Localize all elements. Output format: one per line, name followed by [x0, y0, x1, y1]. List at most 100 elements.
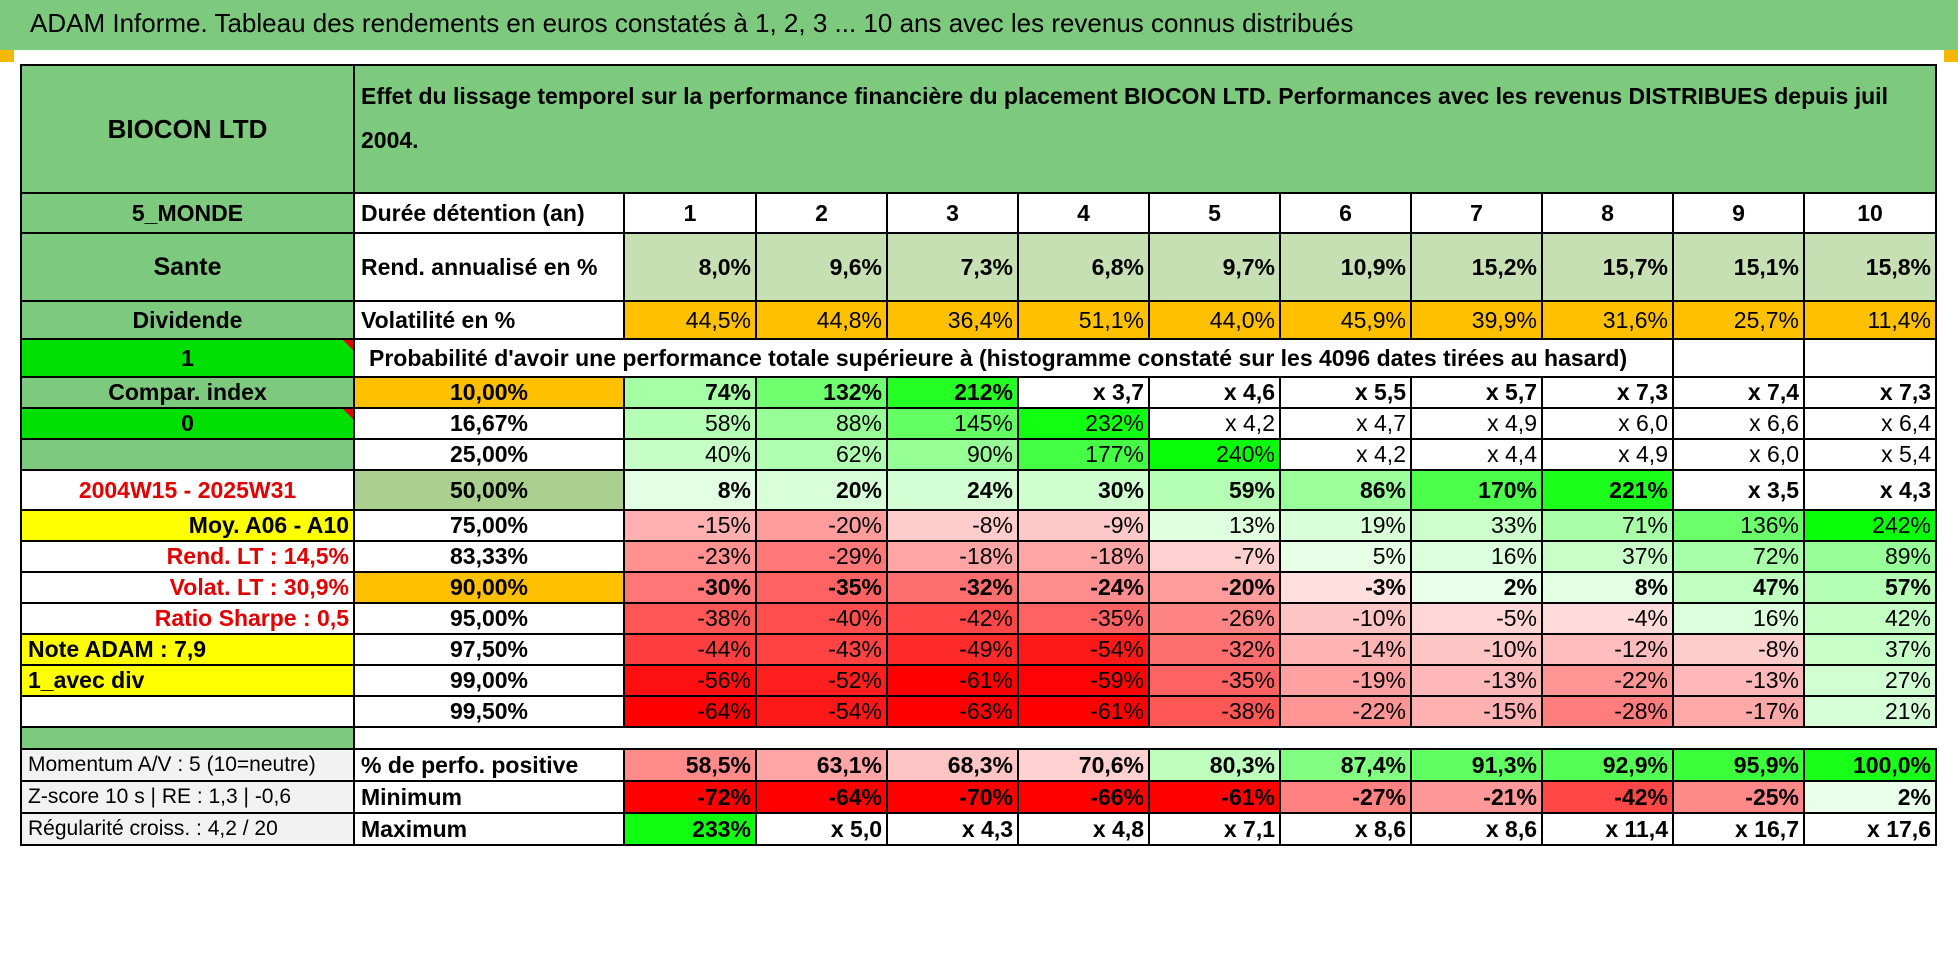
rend-row: Sante Rend. annualisé en % 8,0% 9,6% 7,3% 6,8…: [20, 232, 1937, 302]
quantile-value: -13%: [1672, 664, 1805, 697]
year-header: 4: [1017, 192, 1150, 234]
volatility-value: 45,9%: [1279, 300, 1412, 340]
quantile-row: 1_avec div 99,00% -56% -52% -61% -59% -35% -19%…: [20, 664, 1937, 697]
summary-value: x 17,6: [1803, 812, 1937, 846]
quantile-value: -59%: [1017, 664, 1150, 697]
summary-value: x 11,4: [1541, 812, 1674, 846]
report-title-bar: ADAM Informe. Tableau des rendements en …: [0, 0, 1958, 50]
quantile-value: -56%: [623, 664, 757, 697]
vol-row: Dividende Volatilité en % 44,5% 44,8% 36,4% 5…: [20, 300, 1937, 340]
quantile-value: x 3,7: [1017, 376, 1150, 409]
quantile-value: -43%: [755, 633, 888, 666]
quantile-level: 97,50%: [353, 633, 625, 666]
annual-return-value: 7,3%: [886, 232, 1019, 302]
quantile-value: 37%: [1803, 633, 1937, 666]
quantile-value: 20%: [755, 469, 888, 511]
quantile-value: 16%: [1672, 602, 1805, 635]
quantile-value: -52%: [755, 664, 888, 697]
summary-value: 100,0%: [1803, 748, 1937, 782]
year-header: 6: [1279, 192, 1412, 234]
probability-label: Probabilité d'avoir une performance tota…: [353, 338, 1674, 378]
quantile-value: -12%: [1541, 633, 1674, 666]
quantile-value: x 4,7: [1279, 407, 1412, 440]
annual-return-value: 8,0%: [623, 232, 757, 302]
quantile-level: 83,33%: [353, 540, 625, 573]
moy-label: Moy. A06 - A10: [20, 509, 355, 542]
quantile-value: x 4,2: [1279, 438, 1412, 471]
summary-value: -66%: [1017, 780, 1150, 814]
summary-value: x 16,7: [1672, 812, 1805, 846]
quantile-level: 25,00%: [353, 438, 625, 471]
quantile-value: -18%: [1017, 540, 1150, 573]
annual-return-value: 6,8%: [1017, 232, 1150, 302]
year-header: 7: [1410, 192, 1543, 234]
quantile-value: -38%: [623, 602, 757, 635]
quantile-row: Ratio Sharpe : 0,5 95,00% -38% -40% -42% -35%…: [20, 602, 1937, 635]
spacer-row: [20, 726, 1936, 750]
quantile-value: -30%: [623, 571, 757, 604]
year-header: 8: [1541, 192, 1674, 234]
quantile-value: 177%: [1017, 438, 1150, 471]
quantile-value: x 5,5: [1279, 376, 1412, 409]
quantile-value: -18%: [886, 540, 1019, 573]
quantile-value: 5%: [1279, 540, 1412, 573]
quantile-value: 71%: [1541, 509, 1674, 542]
quantile-value: -54%: [755, 695, 888, 728]
rend-lt-label: Rend. LT : 14,5%: [20, 540, 355, 573]
summary-value: 70,6%: [1017, 748, 1150, 782]
quantile-value: x 6,0: [1672, 438, 1805, 471]
annual-return-label: Rend. annualisé en %: [353, 232, 625, 302]
table-description: Effet du lissage temporel sur la perform…: [353, 64, 1937, 194]
years-row: 5_MONDE Durée détention (an) 1 2 3 4 5 6 7 8 9 10: [20, 192, 1937, 234]
summary-value: -64%: [755, 780, 888, 814]
summary-value: -25%: [1672, 780, 1805, 814]
quantile-value: 47%: [1672, 571, 1805, 604]
quantile-value: x 4,4: [1410, 438, 1543, 471]
volatility-value: 44,5%: [623, 300, 757, 340]
quantile-level: 75,00%: [353, 509, 625, 542]
volatility-value: 25,7%: [1672, 300, 1805, 340]
quantile-value: -8%: [886, 509, 1019, 542]
quantile-value: -28%: [1541, 695, 1674, 728]
year-header: 5: [1148, 192, 1281, 234]
quantile-row: 2004W15 - 2025W31 50,00% 8% 20% 24% 30% 59% 86%…: [20, 469, 1937, 511]
quantile-level: 10,00%: [353, 376, 625, 409]
summary-value: 80,3%: [1148, 748, 1281, 782]
flag-cell: 0: [20, 407, 355, 440]
corner-marker: [0, 50, 14, 62]
quantile-value: -44%: [623, 633, 757, 666]
quantile-value: -7%: [1148, 540, 1281, 573]
annual-return-value: 15,2%: [1410, 232, 1543, 302]
spacer-cell: [354, 726, 1936, 750]
annual-return-value: 9,7%: [1148, 232, 1281, 302]
quantile-value: 13%: [1148, 509, 1281, 542]
quantile-level: 50,00%: [353, 469, 625, 511]
quantile-value: 74%: [623, 376, 757, 409]
quantile-value: -5%: [1410, 602, 1543, 635]
summary-value: -72%: [623, 780, 757, 814]
quantile-value: -14%: [1279, 633, 1412, 666]
summary-label: Maximum: [353, 812, 625, 846]
summary-value: 95,9%: [1672, 748, 1805, 782]
quantile-level: 95,00%: [353, 602, 625, 635]
annual-return-value: 15,8%: [1803, 232, 1937, 302]
summary-row: Z-score 10 s | RE : 1,3 | -0,6 Minimum -72…: [20, 780, 1937, 814]
quantile-value: -3%: [1279, 571, 1412, 604]
quantile-value: -8%: [1672, 633, 1805, 666]
quantile-value: 232%: [1017, 407, 1150, 440]
report-title: ADAM Informe. Tableau des rendements en …: [30, 8, 1354, 38]
quantile-value: x 4,9: [1541, 438, 1674, 471]
summary-value: 91,3%: [1410, 748, 1543, 782]
quantile-value: -22%: [1541, 664, 1674, 697]
quantile-value: 27%: [1803, 664, 1937, 697]
quantile-value: -23%: [623, 540, 757, 573]
momentum-label: Momentum A/V : 5 (10=neutre): [20, 748, 355, 782]
quantile-value: x 7,4: [1672, 376, 1805, 409]
quantile-row: Compar. index 10,00% 74% 132% 212% x 3,7 x 4,6…: [20, 376, 1937, 409]
summary-value: -61%: [1148, 780, 1281, 814]
quantile-level: 99,50%: [353, 695, 625, 728]
quantile-value: 16%: [1410, 540, 1543, 573]
quantile-value: -10%: [1410, 633, 1543, 666]
year-header: 3: [886, 192, 1019, 234]
volatility-label: Volatilité en %: [353, 300, 625, 340]
